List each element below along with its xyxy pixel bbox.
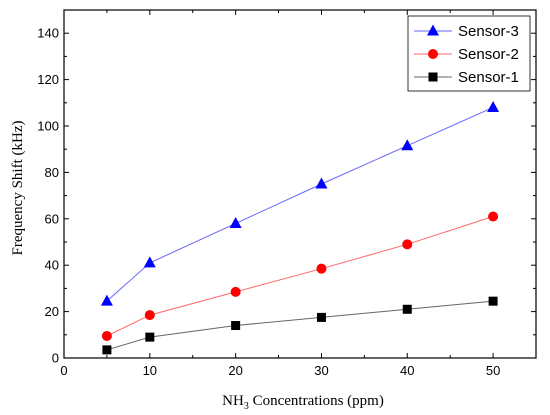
- sensor-3-point: [143, 256, 156, 268]
- y-tick-label: 100: [37, 119, 59, 134]
- sensor-3-point: [315, 177, 328, 189]
- sensor-3-point: [100, 294, 113, 306]
- x-tick-label: 50: [486, 363, 500, 378]
- x-tick-label: 10: [143, 363, 157, 378]
- x-axis-title-subscript: 3: [244, 401, 249, 412]
- sensor-2-point: [316, 263, 327, 274]
- y-tick-label: 140: [37, 26, 59, 41]
- x-axis-title-main: NH: [222, 393, 244, 409]
- legend: Sensor-3 Sensor-2 Sensor-1: [407, 15, 531, 92]
- sensor-2-point: [101, 330, 112, 341]
- sensor-1-point: [145, 332, 155, 342]
- y-tick-label: 120: [37, 72, 59, 87]
- legend-marker-sensor-2: [428, 49, 438, 59]
- legend-label-sensor-1: Sensor-1: [458, 69, 519, 86]
- y-tick-label: 60: [45, 211, 59, 226]
- x-tick-label: 40: [400, 363, 414, 378]
- sensor-1-line: [106, 300, 494, 351]
- y-tick-label: 80: [45, 165, 59, 180]
- sensor-3-point: [229, 216, 242, 228]
- x-axis-title: NH3 Concentrations (ppm): [222, 393, 384, 412]
- sensor-1-point: [231, 321, 241, 331]
- legend-marker-sensor-3: [427, 24, 439, 36]
- plot-area: [100, 100, 500, 355]
- x-axis-title-rest: Concentrations (ppm): [249, 393, 384, 409]
- sensor-1-point: [488, 296, 498, 306]
- y-tick-label: 20: [45, 304, 59, 319]
- x-tick-label: 0: [60, 363, 67, 378]
- y-tick-label: 40: [45, 258, 59, 273]
- axes: 0 10 20 30 40 50 0 20 40 60 80 100 120 140: [37, 9, 537, 378]
- x-tick-label: 20: [228, 363, 242, 378]
- sensor-2-point: [230, 286, 241, 297]
- sensor-2-point: [144, 310, 155, 321]
- sensor-3-point: [487, 100, 500, 112]
- sensor-2-point: [402, 239, 413, 250]
- y-tick-label: 0: [52, 351, 59, 366]
- legend-marker-sensor-1: [428, 72, 438, 82]
- sensor-1-point: [316, 312, 326, 322]
- legend-label-sensor-3: Sensor-3: [458, 23, 519, 40]
- sensor-2-point: [488, 211, 499, 222]
- sensor-3-point: [401, 139, 414, 151]
- sensor-1-point: [102, 345, 112, 355]
- legend-label-sensor-2: Sensor-2: [458, 46, 519, 63]
- sensor-3-line: [106, 106, 494, 302]
- x-tick-label: 30: [314, 363, 328, 378]
- plot-frame: [63, 9, 537, 359]
- sensor-1-point: [402, 304, 412, 314]
- sensor-2-line: [106, 216, 494, 337]
- y-axis-title: Frequency Shift (kHz): [10, 121, 26, 256]
